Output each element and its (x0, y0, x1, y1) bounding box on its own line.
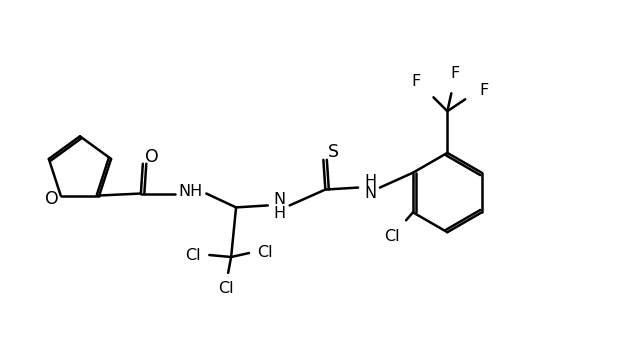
Text: F: F (411, 74, 420, 89)
Text: S: S (328, 143, 339, 161)
Text: Cl: Cl (385, 229, 400, 244)
Text: H: H (274, 206, 286, 221)
Text: Cl: Cl (257, 245, 273, 259)
Text: F: F (479, 83, 489, 98)
Text: H: H (364, 174, 376, 189)
Text: O: O (45, 191, 59, 208)
Text: Cl: Cl (186, 248, 201, 262)
Text: N: N (274, 192, 286, 207)
Text: N: N (364, 186, 376, 201)
Text: O: O (145, 148, 159, 166)
Text: F: F (451, 66, 460, 81)
Text: NH: NH (179, 184, 203, 199)
Text: Cl: Cl (218, 281, 234, 296)
